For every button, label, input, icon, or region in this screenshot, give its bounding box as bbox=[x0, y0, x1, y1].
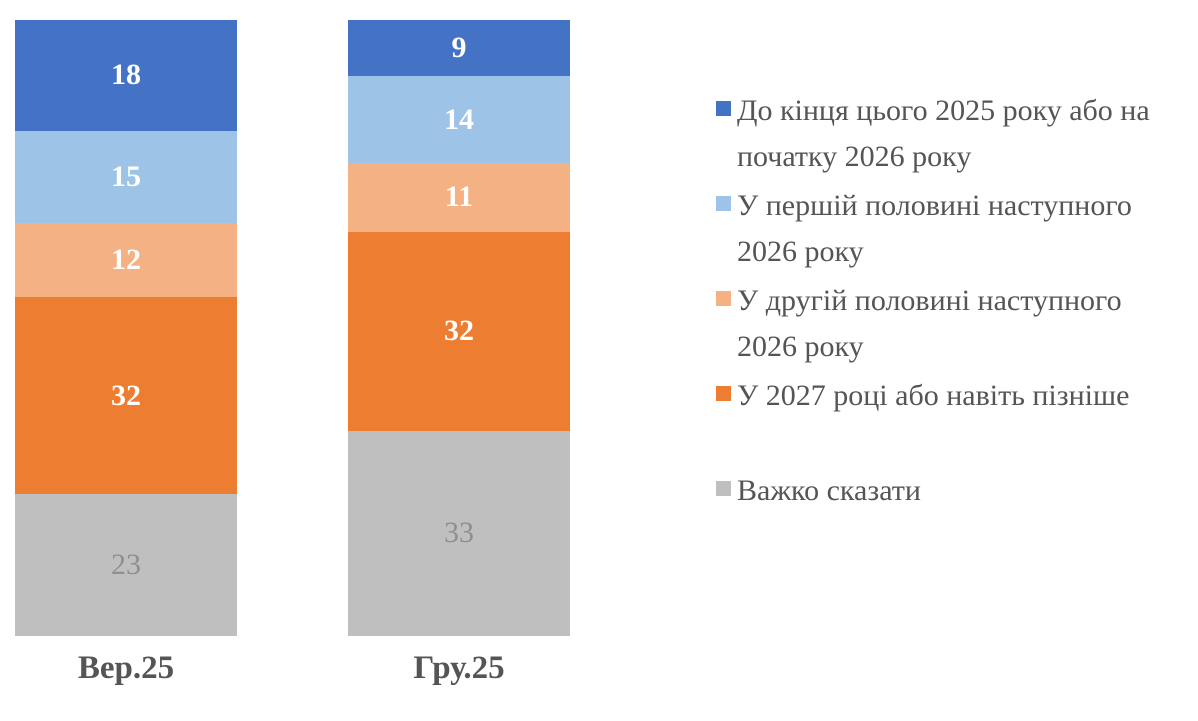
data-label: 15 bbox=[111, 160, 141, 194]
legend-label: У першій половині наступного 2026 року bbox=[737, 183, 1132, 275]
data-label: 23 bbox=[111, 548, 141, 582]
data-label: 18 bbox=[111, 58, 141, 92]
category-label: Гру.25 bbox=[413, 650, 505, 686]
data-label: 32 bbox=[444, 314, 474, 348]
bar-segment: 11 bbox=[348, 163, 570, 232]
bar-segment: 12 bbox=[15, 223, 237, 298]
data-label: 12 bbox=[111, 243, 141, 277]
legend-label-line: 2026 року bbox=[737, 235, 864, 268]
legend-color-swatch-icon bbox=[716, 101, 731, 116]
legend-item: Важко сказати bbox=[716, 468, 1186, 563]
legend-label: У другій половині наступного 2026 року bbox=[737, 278, 1122, 370]
legend-color-swatch-icon bbox=[716, 386, 731, 401]
bar-segment: 18 bbox=[15, 20, 237, 131]
bar-segment: 14 bbox=[348, 76, 570, 164]
legend-color-swatch-icon bbox=[716, 291, 731, 306]
category-label: Вер.25 bbox=[77, 650, 175, 686]
bar-segment: 33 bbox=[348, 430, 570, 636]
plot-area: 18 15 12 32 23 9 14 11 32 33 bbox=[0, 20, 640, 636]
legend-label-line: Важко сказати bbox=[737, 474, 921, 507]
bar-segment: 32 bbox=[15, 297, 237, 495]
legend-label-line: До кінця цього 2025 року або на bbox=[737, 94, 1150, 127]
bar-segment: 15 bbox=[15, 130, 237, 224]
legend-item: До кінця цього 2025 року або на початку 2… bbox=[716, 88, 1186, 183]
data-label: 9 bbox=[451, 31, 467, 64]
data-label: 32 bbox=[111, 378, 141, 412]
legend-item: У 2027 році або навіть пізніше bbox=[716, 373, 1186, 468]
legend-label-line: початку 2026 року bbox=[737, 140, 972, 173]
bar-segment: 9 bbox=[348, 20, 570, 76]
legend: До кінця цього 2025 року або на початку 2… bbox=[716, 88, 1186, 563]
stacked-bar: 9 14 11 32 33 bbox=[348, 20, 570, 636]
legend-label-line: У 2027 році або навіть пізніше bbox=[737, 379, 1130, 412]
bar-segment: 32 bbox=[348, 231, 570, 431]
stacked-bar: 18 15 12 32 23 bbox=[15, 20, 237, 636]
legend-label: У 2027 році або навіть пізніше bbox=[737, 373, 1129, 419]
data-label: 33 bbox=[444, 516, 474, 550]
legend-label-line: У другій половині наступного bbox=[737, 284, 1122, 317]
legend-label: Важко сказати bbox=[737, 468, 921, 514]
bar-segment: 23 bbox=[15, 494, 237, 636]
legend-label-line: 2026 року bbox=[737, 330, 864, 363]
legend-label: До кінця цього 2025 року або на початку 2… bbox=[737, 88, 1150, 180]
legend-item: У другій половині наступного 2026 року bbox=[716, 278, 1186, 373]
data-label: 14 bbox=[444, 102, 474, 136]
data-label: 11 bbox=[444, 180, 474, 214]
legend-color-swatch-icon bbox=[716, 481, 731, 496]
legend-label-line: У першій половині наступного bbox=[737, 189, 1132, 222]
legend-item: У першій половині наступного 2026 року bbox=[716, 183, 1186, 278]
legend-color-swatch-icon bbox=[716, 196, 731, 211]
